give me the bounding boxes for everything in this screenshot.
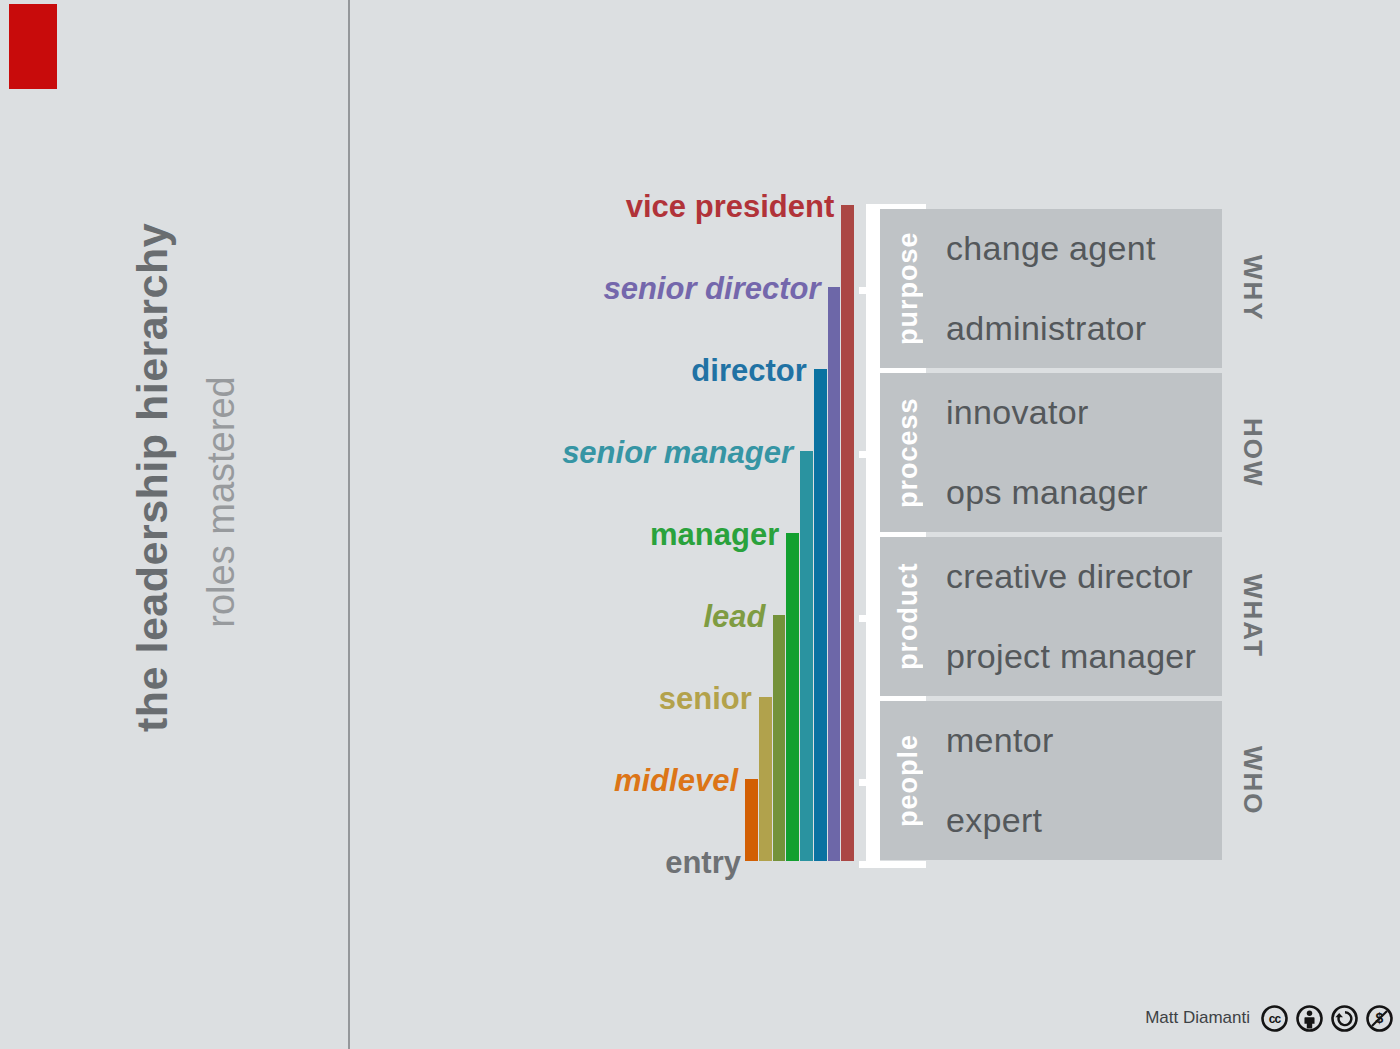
level-label-midlevel: midlevel	[614, 763, 738, 799]
bar-senior-director	[828, 287, 841, 861]
cc-sa-icon[interactable]	[1330, 1004, 1359, 1033]
dimension-label-who: WHO	[1232, 701, 1272, 860]
bar-director	[814, 369, 827, 861]
role-creative-director: creative director	[946, 537, 1222, 617]
infographic-canvas: the leadership hierarchy roles mastered …	[0, 0, 1400, 1049]
cc-nc-icon[interactable]: $	[1365, 1004, 1394, 1033]
level-label-director: director	[691, 353, 806, 389]
vertical-divider	[348, 0, 350, 1049]
bracket-tab	[859, 615, 880, 622]
level-label-senior: senior	[659, 681, 752, 717]
level-label-lead: lead	[703, 599, 765, 635]
group-label-process: process	[888, 373, 928, 532]
role-innovator: innovator	[946, 373, 1222, 453]
group-box-people: people mentor expert	[880, 701, 1222, 860]
level-label-senior-manager: senior manager	[562, 435, 793, 471]
cc-icon[interactable]: cc	[1260, 1004, 1289, 1033]
dimension-label-how: HOW	[1232, 373, 1272, 532]
role-project-manager: project manager	[946, 617, 1222, 697]
level-label-entry: entry	[665, 845, 741, 881]
dimension-label-what: WHAT	[1232, 537, 1272, 696]
page-subtitle: roles mastered	[200, 292, 242, 712]
role-change-agent: change agent	[946, 209, 1222, 289]
role-administrator: administrator	[946, 289, 1222, 369]
role-expert: expert	[946, 781, 1222, 861]
svg-text:cc: cc	[1269, 1011, 1282, 1025]
role-mentor: mentor	[946, 701, 1222, 781]
bar-midlevel	[745, 779, 758, 861]
bar-senior	[759, 697, 772, 861]
bracket-tab	[859, 861, 926, 868]
level-label-vice-president: vice president	[626, 189, 834, 225]
level-label-senior-director: senior director	[603, 271, 820, 307]
group-box-process: process innovator ops manager	[880, 373, 1222, 532]
group-box-product: product creative director project manage…	[880, 537, 1222, 696]
group-label-people: people	[888, 701, 928, 860]
bar-senior-manager	[800, 451, 813, 861]
bar-vice-president	[841, 205, 854, 861]
group-label-product: product	[888, 537, 928, 696]
bracket-tab	[859, 779, 880, 786]
cc-by-icon[interactable]	[1295, 1004, 1324, 1033]
role-ops-manager: ops manager	[946, 453, 1222, 533]
bar-manager	[786, 533, 799, 861]
dimension-label-why: WHY	[1232, 209, 1272, 368]
attribution: Matt Diamanti cc $	[1145, 1000, 1394, 1036]
bar-lead	[773, 615, 786, 861]
page-title: the leadership hierarchy	[128, 272, 176, 732]
author-name[interactable]: Matt Diamanti	[1145, 1008, 1250, 1028]
bracket-tab	[859, 451, 880, 458]
group-label-purpose: purpose	[888, 209, 928, 368]
level-label-manager: manager	[650, 517, 779, 553]
group-box-purpose: purpose change agent administrator	[880, 209, 1222, 368]
red-accent-block	[9, 4, 57, 89]
bracket-tab	[859, 287, 880, 294]
